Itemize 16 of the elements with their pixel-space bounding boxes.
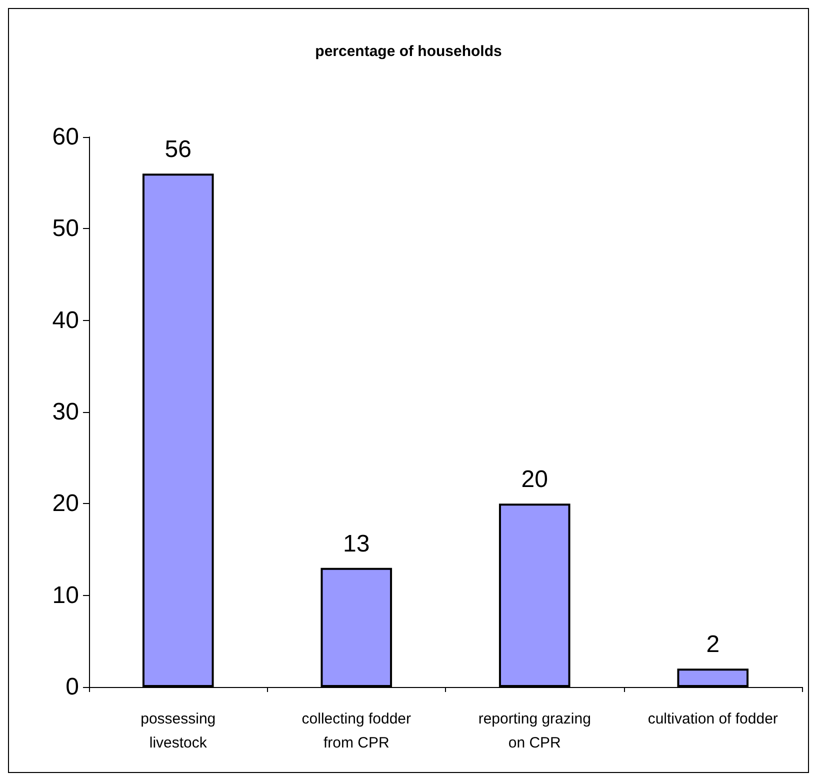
x-tick-label: collecting fodder from CPR bbox=[302, 710, 411, 752]
data-label: 20 bbox=[521, 466, 548, 494]
y-tick-label: 60 bbox=[52, 124, 79, 150]
y-tick-label: 50 bbox=[52, 215, 79, 242]
data-label: 56 bbox=[164, 136, 192, 164]
x-tick-label: possessing livestock bbox=[140, 710, 216, 752]
chart-title: percentage of households bbox=[315, 43, 502, 60]
x-tick-label: reporting grazing on CPR bbox=[478, 710, 591, 752]
y-tick-label: 30 bbox=[52, 398, 79, 426]
y-tick-label: 0 bbox=[66, 674, 79, 700]
y-tick-label: 20 bbox=[52, 490, 79, 518]
x-tick-label: cultivation of fodder bbox=[648, 710, 778, 728]
data-label: 2 bbox=[706, 631, 720, 658]
y-tick-label: 10 bbox=[52, 582, 79, 609]
data-label: 13 bbox=[343, 530, 370, 558]
y-tick-label: 40 bbox=[52, 306, 79, 334]
